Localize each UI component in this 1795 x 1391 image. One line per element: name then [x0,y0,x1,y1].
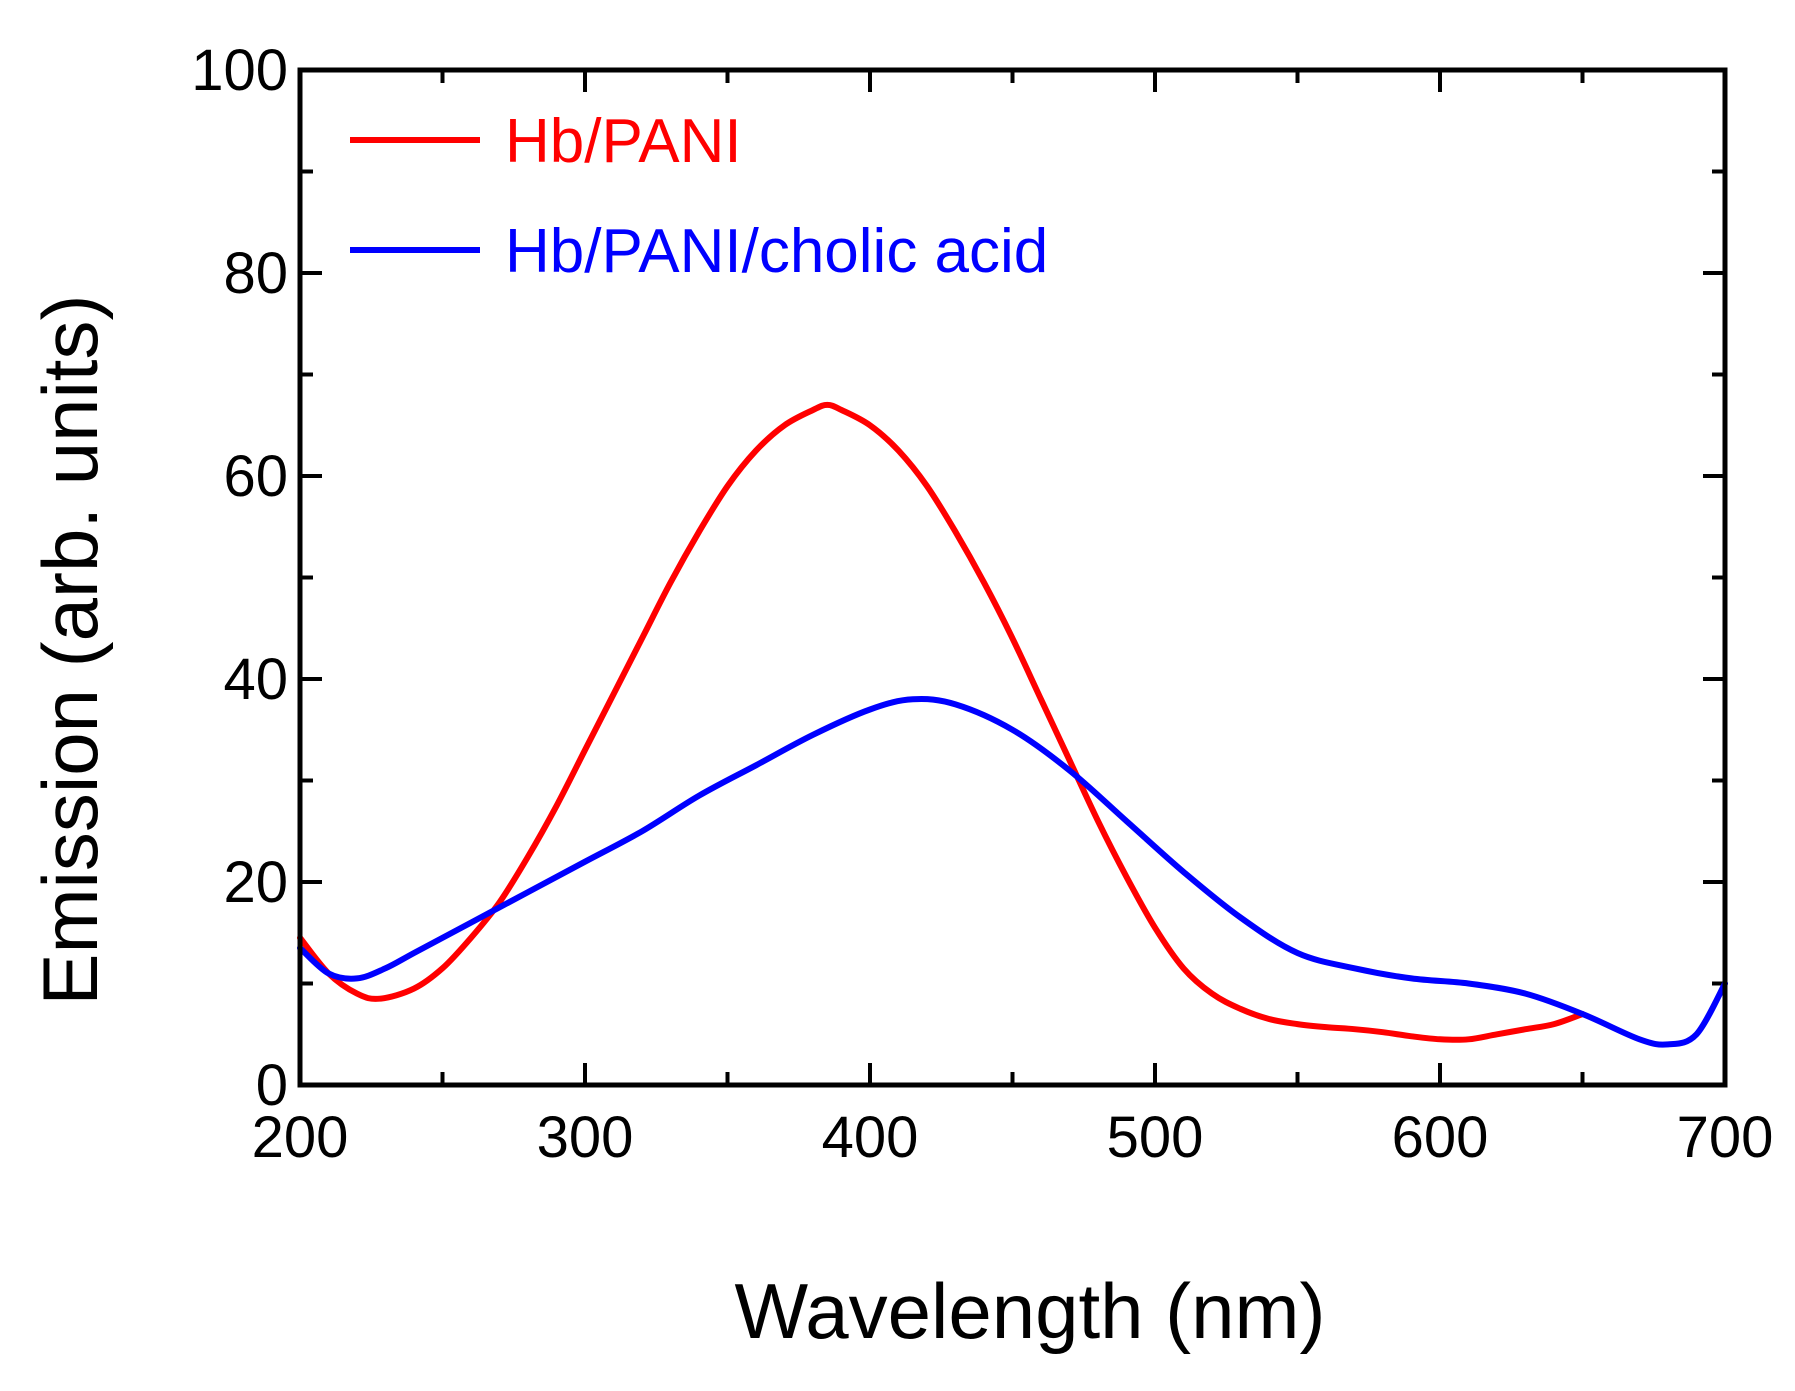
y-tick-label: 20 [223,850,288,915]
legend: Hb/PANI Hb/PANI/cholic acid [350,107,1048,286]
x-tick-label: 200 [252,1105,349,1170]
x-tick-label: 600 [1392,1105,1489,1170]
y-tick-label: 40 [223,647,288,712]
y-tick-labels: 0 20 40 60 80 100 [191,38,288,1118]
y-tick-label: 80 [223,241,288,306]
y-tick-label: 0 [256,1053,288,1118]
plot-frame [297,67,1728,1088]
x-tick-label: 500 [1107,1105,1204,1170]
x-tick-label: 300 [537,1105,634,1170]
y-axis-title: Emission (arb. units) [26,295,114,1006]
legend-label-1: Hb/PANI [505,107,742,176]
series-layer [297,401,1728,1048]
y-tick-label: 100 [191,38,288,103]
x-tick-label: 700 [1677,1105,1774,1170]
legend-label-2: Hb/PANI/cholic acid [505,217,1048,286]
x-tick-label: 400 [822,1105,919,1170]
x-axis-title: Wavelength (nm) [735,1267,1326,1355]
x-tick-labels: 200 300 400 500 600 700 [252,1105,1774,1170]
y-tick-label: 60 [223,444,288,509]
series-line-1 [297,401,1586,1043]
series-line-2 [297,696,1728,1048]
